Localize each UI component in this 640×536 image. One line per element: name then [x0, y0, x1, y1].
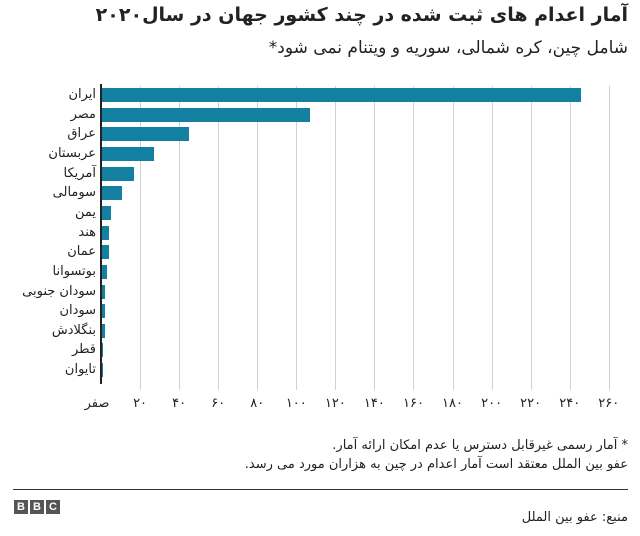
footnote-line-1: * آمار رسمی غیرقابل دسترس یا عدم امکان ا…: [332, 438, 628, 453]
bar: [101, 304, 105, 319]
bar-row: قطر: [0, 340, 640, 360]
x-tick-label: ۱۶۰: [402, 396, 424, 411]
bar: [101, 127, 189, 142]
x-tick-label: ۲۰۰: [481, 396, 503, 411]
bar-row: یمن: [0, 203, 640, 223]
bar: [101, 264, 107, 279]
bar-row: سودان جنوبی: [0, 282, 640, 302]
bar-row: عربستان: [0, 144, 640, 164]
footnote-line-2: عفو بین الملل معتقد است آمار اعدام در چی…: [244, 457, 628, 472]
category-label: قطر: [71, 342, 96, 358]
bar: [101, 146, 154, 161]
footer-divider: [13, 489, 628, 490]
category-label: یمن: [74, 204, 96, 220]
gridline: [335, 86, 337, 390]
category-label: آمریکا: [63, 165, 96, 181]
bbc-logo-letter: B: [14, 500, 28, 514]
category-label: عراق: [67, 126, 96, 142]
bar: [101, 284, 105, 299]
category-label: هند: [78, 224, 96, 240]
bar: [101, 166, 135, 181]
bar-row: سودان: [0, 301, 640, 321]
x-tick-label: ۱۲۰: [324, 396, 346, 411]
bar-row: مصر: [0, 105, 640, 125]
x-tick-label: ۱۴۰: [363, 396, 385, 411]
gridline: [140, 86, 142, 390]
x-tick-label: ۶۰: [211, 396, 226, 411]
bar-row: هند: [0, 223, 640, 243]
bar: [101, 225, 109, 240]
x-tick-label: ۱۸۰: [442, 396, 464, 411]
bbc-logo-letter: B: [30, 500, 44, 514]
bar-row: بوتسوانا: [0, 262, 640, 282]
bbc-logo: B B C: [14, 500, 60, 514]
x-tick-label: صفر: [84, 396, 110, 411]
x-tick-label: ۲۴۰: [559, 396, 581, 411]
y-axis-line: [100, 84, 102, 384]
x-tick-label: ۲۶۰: [598, 396, 620, 411]
x-tick-label: ۸۰: [250, 396, 265, 411]
bar: [101, 107, 310, 122]
source-credit: منبع: عفو بین الملل: [521, 510, 628, 525]
category-label: عربستان: [48, 145, 96, 161]
gridline: [257, 86, 259, 390]
bar: [101, 245, 109, 260]
gridline: [491, 86, 493, 390]
category-label: سودان جنوبی: [22, 283, 96, 299]
gridline: [530, 86, 532, 390]
bar: [101, 323, 105, 338]
bar: [101, 205, 111, 220]
gridline: [413, 86, 415, 390]
bar-row: آمریکا: [0, 164, 640, 184]
category-label: ایران: [68, 87, 96, 102]
bar-row: بنگلادش: [0, 321, 640, 341]
bbc-logo-letter: C: [46, 500, 60, 514]
gridline: [296, 86, 298, 390]
bar-row: سومالی: [0, 183, 640, 203]
category-label: سومالی: [52, 185, 96, 201]
bar: [101, 88, 582, 102]
x-tick-label: ۲۲۰: [520, 396, 542, 411]
category-label: سودان: [59, 303, 96, 319]
x-tick-label: ۱۰۰: [285, 396, 307, 411]
bar-row: ایران: [0, 85, 640, 105]
footnote: * آمار رسمی غیرقابل دسترس یا عدم امکان ا…: [245, 436, 628, 474]
chart-title: آمار اعدام های ثبت شده در چند کشور جهان …: [95, 4, 628, 26]
category-label: بنگلادش: [51, 322, 96, 338]
bar-row: عراق: [0, 124, 640, 144]
gridline: [608, 86, 610, 390]
gridline: [218, 86, 220, 390]
bar: [101, 186, 123, 201]
gridline: [374, 86, 376, 390]
gridline: [569, 86, 571, 390]
x-tick-label: ۴۰: [172, 396, 187, 411]
bar-row: تایوان: [0, 360, 640, 380]
bar-chart: ایران مصر عراق عربستان آمریکا سومالی یمن هند عما…: [0, 84, 640, 411]
category-label: تایوان: [64, 362, 96, 378]
category-label: مصر: [70, 106, 96, 122]
bar-row: عمان: [0, 242, 640, 262]
category-label: عمان: [67, 244, 96, 260]
gridline: [179, 86, 181, 390]
x-tick-label: ۲۰: [133, 396, 148, 411]
gridline: [452, 86, 454, 390]
chart-subtitle: شامل چین، کره شمالی، سوریه و ویتنام نمی …: [268, 38, 628, 58]
category-label: بوتسوانا: [52, 263, 96, 279]
